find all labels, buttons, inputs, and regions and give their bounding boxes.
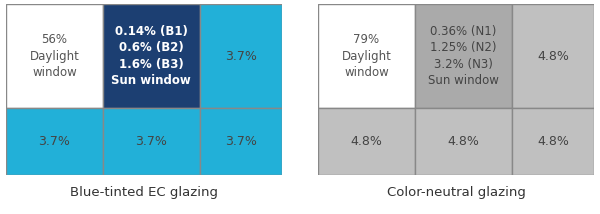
Bar	[512, 108, 594, 175]
Text: 4.8%: 4.8%	[537, 50, 569, 63]
Text: Blue-tinted EC glazing: Blue-tinted EC glazing	[70, 186, 218, 199]
Text: 4.8%: 4.8%	[448, 135, 479, 148]
Text: Color-neutral glazing: Color-neutral glazing	[386, 186, 526, 199]
Bar	[6, 4, 103, 108]
Bar	[103, 108, 200, 175]
Text: 3.7%: 3.7%	[225, 50, 257, 63]
Text: 0.14% (B1)
0.6% (B2)
1.6% (B3)
Sun window: 0.14% (B1) 0.6% (B2) 1.6% (B3) Sun windo…	[112, 25, 191, 87]
Bar	[200, 4, 282, 108]
Text: 79%
Daylight
window: 79% Daylight window	[341, 33, 391, 79]
Bar	[318, 4, 415, 108]
Bar	[103, 4, 200, 108]
Bar	[6, 108, 103, 175]
Bar	[415, 4, 512, 108]
Bar	[415, 108, 512, 175]
Text: 4.8%: 4.8%	[350, 135, 382, 148]
Text: 3.7%: 3.7%	[225, 135, 257, 148]
Bar	[512, 4, 594, 108]
Bar	[200, 108, 282, 175]
Text: 4.8%: 4.8%	[537, 135, 569, 148]
Text: 3.7%: 3.7%	[38, 135, 70, 148]
Text: 0.36% (N1)
1.25% (N2)
3.2% (N3)
Sun window: 0.36% (N1) 1.25% (N2) 3.2% (N3) Sun wind…	[428, 25, 499, 87]
Text: 3.7%: 3.7%	[136, 135, 167, 148]
Bar	[318, 108, 415, 175]
Text: 56%
Daylight
window: 56% Daylight window	[29, 33, 79, 79]
